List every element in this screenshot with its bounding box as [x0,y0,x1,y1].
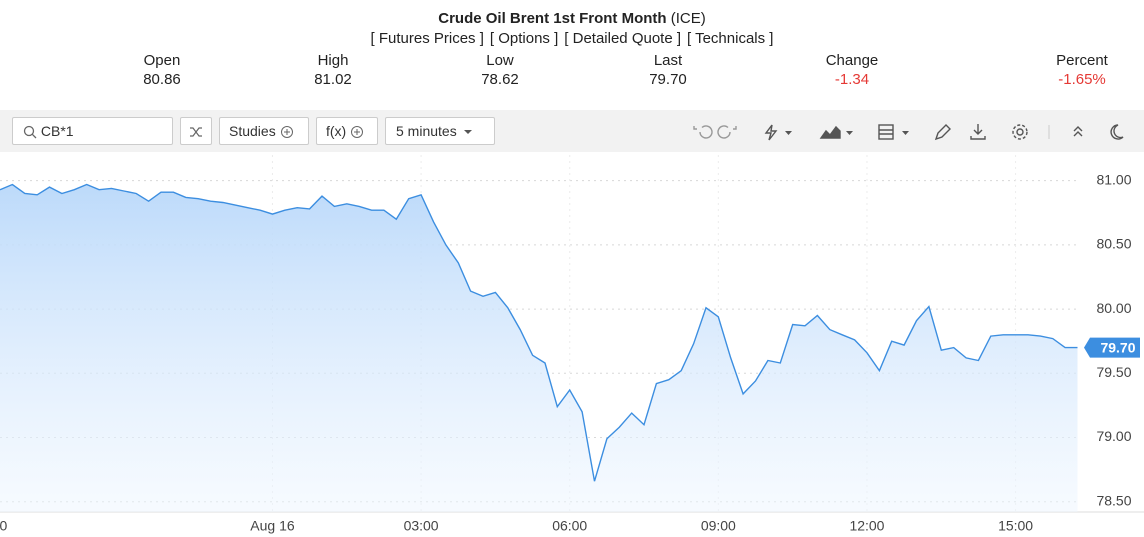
area [0,184,1078,512]
theme-icon[interactable] [1110,124,1124,140]
quote-label: Percent [1056,52,1108,69]
links: [ Futures Prices ] [ Options ] [ Detailed … [0,30,1144,47]
fx-button[interactable]: f(x) [316,117,378,145]
last-price-badge [1084,337,1140,358]
interval: 5 minutes [396,123,457,139]
x-tick-label: 15:00 [998,518,1033,534]
chart-type-icon[interactable] [819,125,841,139]
quote-item: Percent -1.65% [1022,51,1142,89]
quote-item: High 81.02 [273,51,393,89]
plus-icon [351,126,364,139]
y-tick-label: 80.50 [1096,236,1131,252]
collapse-icon[interactable] [1073,126,1083,137]
quote-item: Open 80.86 [102,51,222,89]
interval-select[interactable]: 5 minutes [385,117,495,145]
chart: 78.50 79.00 79.50 80.00 80.50 81.00 :00 Aug 16 0… [0,155,1144,534]
search-icon [23,126,37,139]
plus-icon [280,126,293,139]
redo-icon[interactable] [717,125,737,139]
y-tick-label: 78.50 [1096,492,1131,508]
quote-label: High [317,52,349,69]
caret [463,130,472,135]
x-tick-label: 12:00 [849,518,884,534]
x-tick-label: :00 [0,518,7,534]
flash-icon[interactable] [764,124,778,141]
fx: f(x) [326,123,347,139]
quote-value: 81.02 [314,71,352,88]
undo-icon[interactable] [693,125,713,139]
compare-button[interactable] [180,117,212,145]
studies: Studies [229,123,276,139]
quote-item: Last 79.70 [608,51,728,89]
link[interactable]: [ Futures Prices ] [370,30,484,47]
toolbar: CB*1 Studies f(x) 5 minutes [0,110,1144,152]
x-tick-label: 06:00 [552,518,587,534]
draw-icon[interactable] [934,124,951,141]
link[interactable]: [ Detailed Quote ] [564,30,682,47]
price-line [0,183,1078,482]
title: Crude Oil Brent 1st Front Month [438,10,667,27]
quote-value: 80.86 [143,71,181,88]
link[interactable]: [ Technicals ] [687,30,774,47]
quote-value: -1.65% [1058,71,1106,88]
layout-icon[interactable] [878,124,894,140]
link[interactable]: [ Options ] [489,30,559,47]
y-tick-label: 81.00 [1096,171,1131,187]
quote-value: 78.62 [481,71,519,88]
quote-label: Low [486,52,514,69]
exchange: (ICE) [670,10,706,27]
settings-icon[interactable] [1016,128,1024,136]
quote-label: Open [143,52,181,69]
title-row: Crude Oil Brent 1st Front Month (ICE) [0,10,1144,27]
quote-header: Crude Oil Brent 1st Front Month (ICE) [ … [0,0,1144,108]
y-tick-label: 79.50 [1096,364,1131,380]
symbol: CB*1 [40,123,74,139]
studies-button[interactable]: Studies [219,117,309,145]
quote-value: -1.34 [834,71,870,88]
quote-item: Change -1.34 [792,51,912,89]
last-price-label: 79.70 [1100,339,1135,355]
y-tick-label: 79.00 [1096,428,1131,444]
symbol-input[interactable]: CB*1 [12,117,173,145]
toolbar-icons [693,124,1124,141]
x-tick-label: 03:00 [404,518,439,534]
quote-value: 79.70 [649,71,687,88]
quote-label: Last [653,52,683,69]
quote-label: Change [825,52,879,69]
y-tick-label: 80.00 [1096,300,1131,316]
shuffle-icon [190,127,202,137]
x-tick-label: 09:00 [701,518,736,534]
quote-item: Low 78.62 [440,51,560,89]
download-icon[interactable] [970,124,986,140]
x-tick-label: Aug 16 [250,518,295,534]
